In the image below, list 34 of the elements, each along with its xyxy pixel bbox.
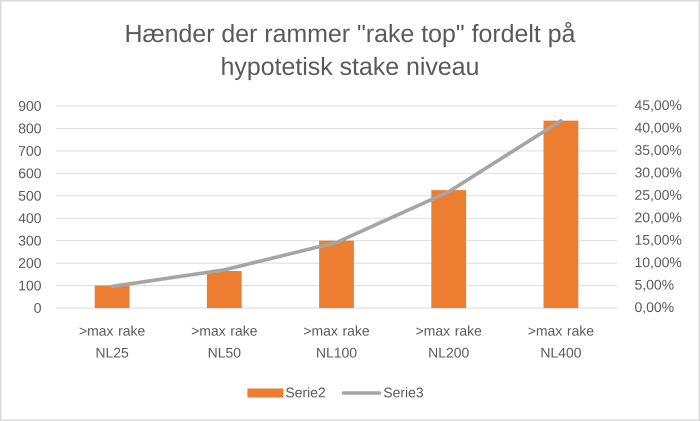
bar [206,270,242,308]
y-tick-label: 400 [18,213,41,224]
y-tick-label: 200 [18,258,41,268]
y2-tick-label: 30,00% [635,168,682,180]
y-tick-label: 700 [18,146,41,156]
y-tick-label: 800 [18,124,41,134]
y2-tick-label: 15,00% [636,234,682,246]
y2-tick-label: 35,00% [635,145,682,157]
bar [431,190,466,308]
x-tick-label: >max rake NL50 [192,326,257,358]
bar [94,286,130,308]
y2-tick-label: 0,00% [635,302,674,314]
y-tick-label: 500 [18,190,41,201]
y2-tick-label: 20,00% [635,212,682,224]
y2-tick-label: 40,00% [634,122,682,134]
y-tick-label: 600 [18,168,41,178]
y2-tick-label: 10,00% [636,257,682,269]
y-tick-label: 300 [18,236,41,246]
line-series [110,119,563,288]
x-tick-label: >max rake NL100 [304,326,370,358]
x-tick-label: >max rake NL400 [528,326,594,358]
legend-label: Serie3 [384,387,423,398]
y-tick-label: 900 [18,101,41,111]
x-tick-label: >max rake NL25 [80,326,145,358]
bar [319,240,354,308]
x-tick-label: >max rake NL200 [416,326,482,358]
y-tick-label: 100 [19,280,41,290]
legend-label: Serie2 [286,387,326,398]
y2-tick-label: 45,00% [634,100,682,112]
y2-tick-label: 25,00% [635,190,682,202]
y2-tick-label: 5,00% [635,280,674,292]
y-tick-label: 0 [34,303,41,313]
bar [544,120,578,308]
chart-title: Hænder der rammer "rake top" fordelt på hypotetisk stake niveau [126,22,576,80]
